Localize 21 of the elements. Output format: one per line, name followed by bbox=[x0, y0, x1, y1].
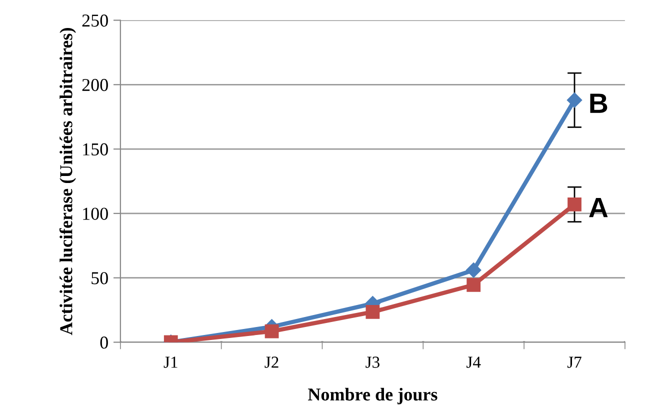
series-label: B bbox=[590, 94, 608, 113]
point bbox=[568, 197, 582, 212]
y-tick-label: 100 bbox=[83, 208, 108, 220]
y-tick-label: 250 bbox=[82, 14, 108, 27]
y-tick-label: 150 bbox=[83, 143, 108, 156]
y-tick-label: 200 bbox=[82, 78, 108, 92]
point bbox=[366, 305, 380, 319]
x-tick-label: J3 bbox=[366, 356, 380, 368]
x-tick-label: J4 bbox=[466, 356, 481, 368]
x-tick-label: J1 bbox=[164, 356, 178, 368]
x-tick-label: J7 bbox=[567, 356, 582, 368]
series-label: A bbox=[589, 198, 608, 218]
x-tick-label: J2 bbox=[264, 356, 278, 368]
point bbox=[566, 92, 582, 108]
x-axis-title: Nombre de jours bbox=[308, 388, 438, 404]
y-axis-title: Activitée luciferase (Unitées arbitraires) bbox=[59, 28, 76, 336]
point bbox=[466, 278, 481, 292]
point bbox=[264, 324, 279, 338]
y-tick-label: 50 bbox=[92, 272, 108, 284]
y-tick-label: 0 bbox=[100, 336, 108, 349]
point bbox=[466, 262, 482, 278]
